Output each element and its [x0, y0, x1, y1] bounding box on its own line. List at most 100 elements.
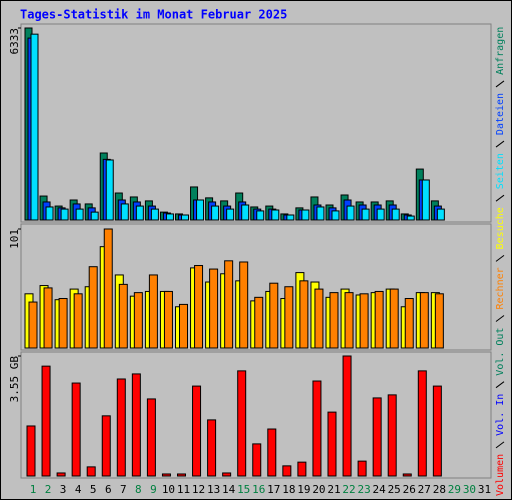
bar — [148, 274, 158, 349]
bar — [196, 199, 205, 221]
bar — [252, 443, 262, 477]
x-tick-label: 4 — [75, 483, 82, 496]
legend-entry: Vol. Out — [495, 328, 506, 376]
x-tick-label: 1 — [30, 483, 37, 496]
bar — [131, 373, 141, 477]
legend-separator — [495, 80, 505, 88]
x-tick-label: 28 — [433, 483, 446, 496]
bar — [30, 33, 39, 221]
bar — [372, 397, 382, 477]
x-tick-label: 29 — [448, 483, 461, 496]
bar — [237, 370, 247, 477]
x-tick-label: 24 — [373, 483, 387, 496]
bar — [135, 205, 144, 221]
bar — [163, 290, 173, 349]
y-tick-label: 101 — [8, 229, 21, 249]
bar — [192, 385, 202, 477]
x-tick-label: 20 — [312, 483, 325, 496]
legend-separator — [495, 140, 505, 148]
x-tick-label: 5 — [90, 483, 97, 496]
x-tick-label: 23 — [357, 483, 370, 496]
bar — [45, 206, 54, 221]
bar — [150, 208, 159, 221]
bar — [177, 473, 186, 477]
legend-separator — [495, 254, 505, 262]
bar — [342, 355, 352, 477]
x-tick-label: 14 — [222, 483, 236, 496]
bar — [432, 385, 442, 477]
bar — [60, 208, 69, 221]
bar — [105, 159, 114, 221]
x-tick-label: 27 — [418, 483, 431, 496]
bar — [179, 303, 188, 349]
x-tick-label: 7 — [120, 483, 127, 496]
bar — [269, 282, 279, 349]
bar — [26, 425, 36, 477]
legend-entry: Anfragen — [495, 27, 506, 75]
legend-separator — [495, 441, 505, 449]
bar — [120, 203, 129, 221]
x-tick-label: 21 — [327, 483, 340, 496]
x-tick-label: 2 — [45, 483, 52, 496]
bar — [90, 211, 99, 221]
bar — [402, 473, 412, 477]
bar — [314, 288, 324, 349]
bar — [103, 228, 113, 349]
bar — [86, 466, 96, 477]
bar — [387, 394, 397, 477]
x-tick-label: 19 — [297, 483, 310, 496]
bar — [133, 292, 143, 349]
x-tick-label: 11 — [177, 483, 190, 496]
bar — [361, 208, 370, 221]
bar — [56, 472, 66, 477]
bar — [419, 292, 429, 349]
bar — [404, 298, 414, 349]
x-tick-label: 17 — [267, 483, 280, 496]
bar — [346, 205, 355, 221]
chart-title: Tages-Statistik im Monat Februar 2025 — [20, 8, 287, 22]
bar — [344, 292, 354, 349]
bar — [254, 296, 264, 349]
bar — [75, 208, 84, 221]
legend-separator — [495, 315, 505, 322]
x-tick-label: 22 — [342, 483, 355, 496]
bar — [226, 208, 235, 221]
bar — [222, 472, 232, 477]
bar — [41, 365, 51, 477]
bar — [316, 206, 325, 221]
bar — [207, 419, 217, 477]
bar — [284, 286, 294, 349]
bar — [434, 293, 444, 349]
bar — [376, 208, 385, 221]
legend-separator — [495, 381, 505, 389]
bar — [101, 415, 111, 477]
x-tick-label: 15 — [237, 483, 250, 496]
y-tick-label: 3.55 GB — [8, 356, 21, 403]
panel — [20, 23, 492, 223]
bar — [161, 473, 171, 477]
bar — [357, 460, 367, 477]
bar — [436, 208, 445, 221]
x-tick-label: 9 — [150, 483, 157, 496]
bar — [209, 268, 219, 349]
legend-separator — [495, 194, 505, 202]
bar — [224, 260, 234, 349]
x-tick-label: 25 — [388, 483, 401, 496]
x-tick-label: 10 — [162, 483, 175, 496]
bar — [181, 214, 189, 221]
legend-entry: Volumen — [495, 454, 506, 496]
bar — [301, 209, 310, 221]
legend-entry: Seiten — [495, 153, 506, 189]
legend-entry: Dateien — [495, 93, 506, 135]
bar — [194, 265, 204, 349]
y-tick-label: 6333 — [8, 28, 21, 55]
legend-entry: Vol. In — [495, 394, 506, 436]
bar — [241, 204, 250, 221]
bar — [239, 261, 249, 349]
x-tick-label: 3 — [60, 483, 67, 496]
bar — [116, 378, 126, 477]
bar — [299, 280, 309, 349]
x-tick-label: 26 — [403, 483, 416, 496]
legend-entry: Rechner — [495, 267, 506, 309]
bar — [417, 370, 427, 477]
